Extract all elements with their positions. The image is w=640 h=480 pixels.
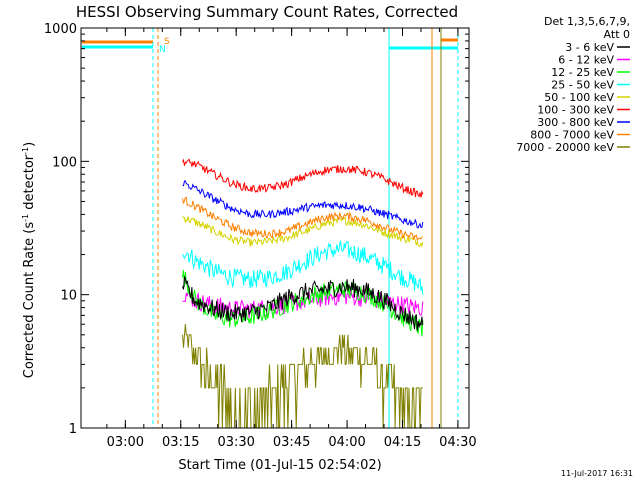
- x-tick-label-6: 04:30: [439, 435, 476, 450]
- flag-label-n: N: [159, 45, 166, 55]
- x-tick-label-3: 03:45: [273, 435, 310, 450]
- y-axis-label: Corrected Count Rate (s-1 detector-1): [21, 142, 37, 378]
- series-line-6: [182, 180, 424, 229]
- legend-header-line-1: Det 1,3,5,6,7,9,: [544, 15, 630, 28]
- x-tick-label-2: 03:30: [217, 435, 254, 450]
- legend-label-4: 50 - 100 keV: [544, 91, 614, 104]
- chart-title: HESSI Observing Summary Count Rates, Cor…: [76, 3, 458, 21]
- legend-label-5: 100 - 300 keV: [537, 104, 614, 117]
- y-tick-label-2: 100: [52, 155, 77, 170]
- legend-label-2: 12 - 25 keV: [551, 66, 614, 79]
- x-tick-label-5: 04:15: [384, 435, 421, 450]
- series-line-5: [182, 158, 424, 198]
- series-line-0: [182, 275, 424, 331]
- x-tick-label-0: 03:00: [107, 435, 144, 450]
- axes-layer: 1 10 100 1000 03:00 03:15 03:30 03:45 04:00 04:15…: [44, 22, 477, 450]
- series-line-8: [182, 324, 423, 429]
- legend-label-6: 300 - 800 keV: [537, 116, 614, 129]
- legend-label-0: 3 - 6 keV: [565, 41, 614, 54]
- y-tick-label-0: 1: [69, 422, 77, 437]
- x-axis-label: Start Time (01-Jul-15 02:54:02): [178, 458, 381, 473]
- series-line-3: [182, 240, 424, 296]
- plot-frame: [80, 27, 470, 429]
- data-layer: SN: [80, 28, 459, 429]
- footer-timestamp: 11-Jul-2017 16:31: [561, 469, 633, 478]
- legend-header-line-2: Att 0: [604, 28, 630, 41]
- y-tick-label-3: 1000: [44, 22, 77, 37]
- series-line-2: [182, 269, 424, 337]
- legend-label-3: 25 - 50 keV: [551, 79, 614, 92]
- y-tick-label-1: 10: [60, 289, 77, 304]
- legend-label-7: 800 - 7000 keV: [530, 129, 614, 142]
- x-tick-label-4: 04:00: [328, 435, 365, 450]
- flag-label-s: S: [164, 37, 170, 47]
- x-tick-label-1: 03:15: [162, 435, 199, 450]
- legend-label-8: 7000 - 20000 keV: [516, 141, 614, 154]
- series-line-4: [182, 216, 424, 248]
- legend-label-1: 6 - 12 keV: [558, 54, 614, 67]
- series-line-7: [182, 196, 424, 242]
